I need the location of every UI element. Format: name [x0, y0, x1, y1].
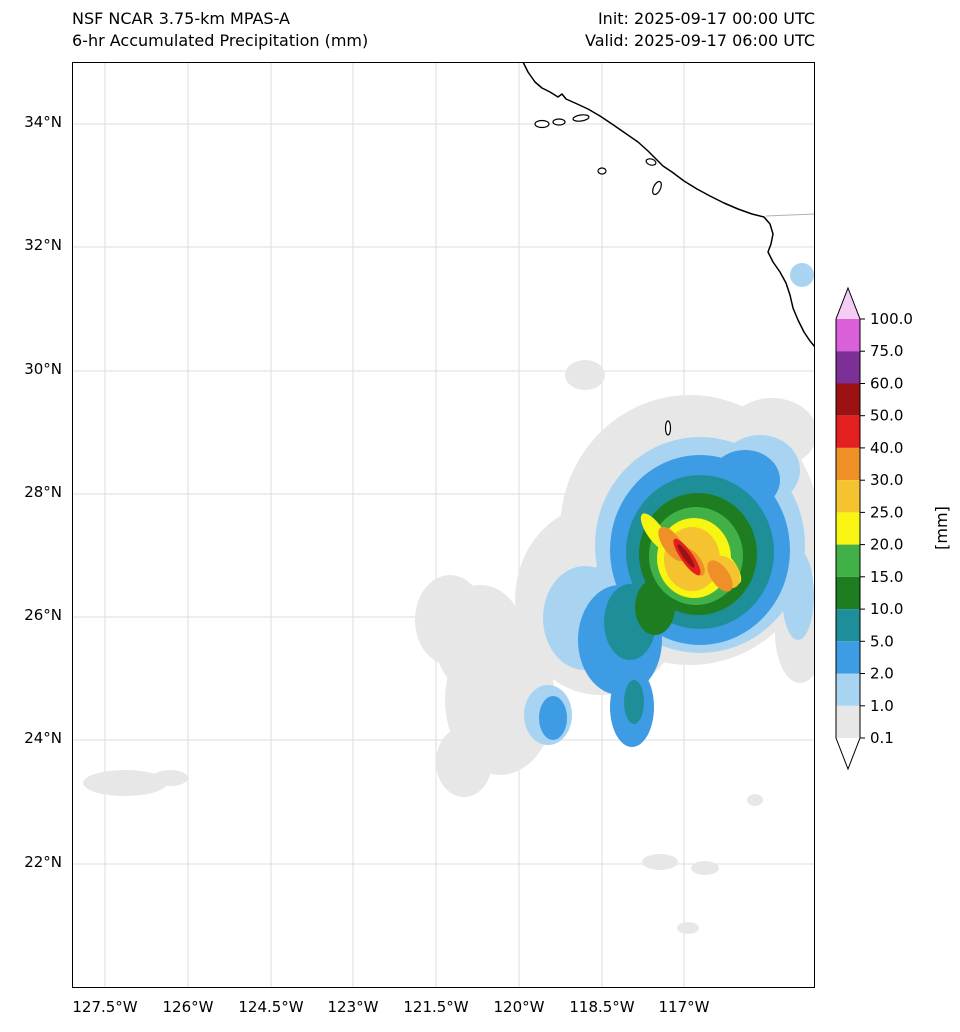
x-tick-label: 118.5°W [569, 998, 635, 1016]
title-valid: Valid: 2025-09-17 06:00 UTC [584, 31, 815, 50]
colorbar: 100.0 75.0 60.0 50.0 40.0 30.0 25.0 20.0… [835, 286, 951, 771]
precip-blob [565, 360, 605, 390]
geography [522, 62, 815, 436]
precip-field [83, 263, 815, 934]
precip-map [72, 62, 815, 988]
island [552, 118, 566, 126]
precip-blob [782, 550, 814, 640]
colorbar-tick-label: 100.0 [870, 310, 913, 328]
colorbar-units-label: [mm] [932, 506, 951, 550]
x-tick-label: 126°W [162, 998, 214, 1016]
precip-blob [707, 560, 733, 592]
colorbar-tick-label: 60.0 [870, 375, 903, 393]
title-init: Init: 2025-09-17 00:00 UTC [597, 9, 815, 28]
precip-blob [691, 861, 719, 875]
colorbar-tick-label: 40.0 [870, 439, 903, 457]
colorbar-tick-label: 1.0 [870, 697, 894, 715]
x-tick-label: 120°W [493, 998, 545, 1016]
precip-blob [539, 696, 567, 740]
y-tick-label: 32°N [24, 236, 62, 254]
precip-blob [415, 575, 485, 665]
us-mexico-border-line [765, 213, 815, 217]
map-frame [72, 62, 815, 988]
precip-blob [83, 770, 167, 796]
x-tick-label: 124.5°W [238, 998, 304, 1016]
colorbar-tick-label: 5.0 [870, 632, 894, 650]
colorbar-tick-label: 20.0 [870, 536, 903, 554]
island [645, 158, 657, 166]
colorbar-segment [836, 641, 860, 674]
y-tick-label: 24°N [24, 729, 62, 747]
colorbar-tick-label: 2.0 [870, 665, 894, 683]
channel-islands [534, 114, 662, 196]
colorbar-over-arrow [836, 288, 860, 319]
colorbar-segment [836, 351, 860, 384]
colorbar-segment [836, 319, 860, 352]
x-tick-label: 117°W [658, 998, 710, 1016]
colorbar-segment [836, 673, 860, 706]
colorbar-tick-label: 50.0 [870, 407, 903, 425]
colorbar-segment [836, 447, 860, 481]
colorbar-tick-label: 25.0 [870, 503, 903, 521]
precip-blob [152, 770, 188, 786]
colorbar-segment [836, 480, 860, 513]
coastline [522, 62, 815, 348]
island [597, 167, 607, 175]
precip-blob [436, 727, 492, 797]
precip-blob [635, 579, 675, 635]
precip-blob [624, 680, 644, 724]
colorbar-ticks [860, 318, 865, 739]
x-tick-label: 123°W [327, 998, 379, 1016]
precip-blob [747, 794, 763, 806]
colorbar-segment [836, 609, 860, 642]
colorbar-segment [836, 705, 860, 738]
y-tick-label: 26°N [24, 606, 62, 624]
y-tick-label: 28°N [24, 483, 62, 501]
gridlines [72, 62, 815, 988]
precip-blob [642, 854, 678, 870]
colorbar-tick-label: 15.0 [870, 568, 903, 586]
guadalupe-island [664, 420, 672, 436]
island [534, 119, 550, 129]
colorbar-tick-label: 0.1 [870, 729, 894, 747]
colorbar-segments [836, 319, 860, 738]
colorbar-segment [836, 512, 860, 545]
x-tick-label: 127.5°W [72, 998, 138, 1016]
island [572, 114, 590, 122]
precip-level-50mm [677, 544, 695, 568]
x-tick-label: 121.5°W [403, 998, 469, 1016]
colorbar-segment [836, 383, 860, 416]
title-model: NSF NCAR 3.75-km MPAS-A [72, 9, 290, 28]
colorbar-tick-label: 30.0 [870, 471, 903, 489]
colorbar-segment [836, 415, 860, 448]
colorbar-under-arrow [836, 738, 860, 769]
y-tick-label: 22°N [24, 853, 62, 871]
precip-blob [677, 544, 695, 568]
colorbar-tick-labels: 100.0 75.0 60.0 50.0 40.0 30.0 25.0 20.0… [870, 310, 913, 747]
island [652, 180, 662, 196]
title-product: 6-hr Accumulated Precipitation (mm) [72, 31, 369, 50]
y-tick-label: 34°N [24, 113, 62, 131]
colorbar-segment [836, 544, 860, 577]
precip-blob [790, 263, 814, 287]
y-tick-label: 30°N [24, 360, 62, 378]
colorbar-segment [836, 576, 860, 610]
colorbar-tick-label: 10.0 [870, 600, 903, 618]
precip-blob [677, 922, 699, 934]
colorbar-tick-label: 75.0 [870, 342, 903, 360]
